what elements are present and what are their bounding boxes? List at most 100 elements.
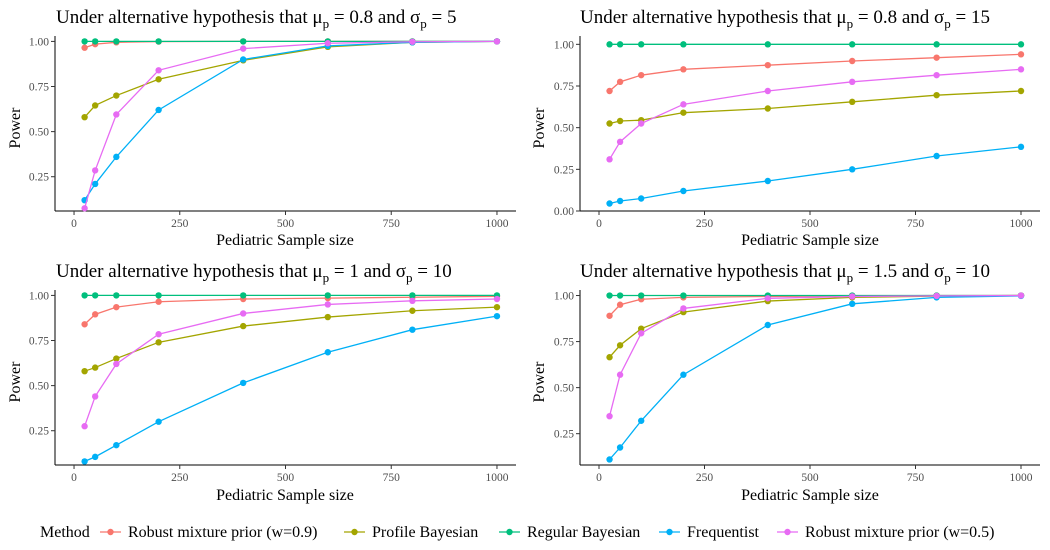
panel-4: Under alternative hypothesis that μp = 1… bbox=[531, 261, 1040, 504]
data-point bbox=[81, 205, 88, 212]
legend-key-point bbox=[351, 528, 358, 536]
y-axis-title: Power bbox=[7, 107, 24, 149]
data-point bbox=[606, 412, 613, 420]
data-point bbox=[155, 67, 162, 74]
x-tick-label: 750 bbox=[383, 472, 401, 484]
data-point bbox=[493, 38, 501, 45]
legend-key-point bbox=[107, 528, 114, 536]
data-point bbox=[240, 45, 247, 52]
data-point bbox=[113, 355, 120, 362]
legend-title: Method bbox=[40, 524, 90, 541]
data-point bbox=[155, 76, 162, 83]
data-point bbox=[849, 166, 856, 173]
legend-key-point bbox=[784, 528, 791, 536]
x-tick-label: 750 bbox=[383, 218, 401, 230]
data-point bbox=[91, 453, 99, 461]
series-line bbox=[84, 295, 497, 325]
y-tick-label: 1.00 bbox=[29, 36, 49, 48]
data-point bbox=[324, 301, 331, 308]
legend-label: Frequentist bbox=[687, 524, 760, 541]
data-point bbox=[680, 187, 687, 195]
legend-label: Robust mixture prior (w=0.5) bbox=[805, 524, 994, 541]
data-point bbox=[616, 371, 624, 378]
legend-key-point bbox=[666, 528, 673, 536]
x-tick-label: 1000 bbox=[1010, 218, 1033, 230]
legend-label: Robust mixture prior (w=0.9) bbox=[128, 524, 317, 541]
plot-area: 0 250 500 750 1000 0.00 0.25 0.50 0.75 1.00 bbox=[554, 36, 1040, 230]
data-point bbox=[155, 292, 162, 299]
data-point bbox=[764, 87, 771, 95]
x-axis-title: Pediatric Sample size bbox=[741, 232, 879, 249]
data-point bbox=[81, 321, 88, 328]
data-point bbox=[606, 312, 613, 319]
x-tick-label: 0 bbox=[596, 472, 602, 484]
data-point bbox=[113, 153, 120, 161]
data-point bbox=[493, 295, 501, 303]
data-point bbox=[324, 313, 331, 321]
data-point bbox=[91, 102, 99, 109]
data-point bbox=[113, 111, 120, 118]
data-point bbox=[81, 367, 88, 375]
data-point bbox=[409, 292, 416, 299]
data-point bbox=[680, 292, 687, 299]
panel-1: Under alternative hypothesis that μp = 0… bbox=[7, 7, 516, 249]
data-point bbox=[616, 292, 624, 299]
legend-label: Profile Bayesian bbox=[372, 524, 478, 541]
data-point bbox=[91, 364, 99, 371]
data-point bbox=[606, 156, 613, 163]
data-point bbox=[113, 441, 120, 449]
y-tick-label: 0.50 bbox=[29, 127, 49, 139]
data-point bbox=[616, 197, 624, 205]
y-tick-label: 0.25 bbox=[29, 426, 49, 438]
data-point bbox=[81, 38, 88, 45]
data-point bbox=[764, 295, 771, 302]
panel-title: Under alternative hypothesis that μp = 0… bbox=[580, 7, 990, 31]
series-line bbox=[609, 53, 1022, 92]
series-line bbox=[84, 40, 497, 201]
data-point bbox=[91, 393, 99, 400]
x-tick-label: 750 bbox=[907, 472, 925, 484]
y-tick-label: 0.75 bbox=[554, 81, 574, 93]
legend-item: Profile Bayesian bbox=[344, 524, 478, 541]
data-point bbox=[680, 371, 687, 378]
data-point bbox=[933, 41, 940, 48]
data-point bbox=[1017, 87, 1025, 95]
legend-key-point bbox=[506, 528, 513, 536]
y-tick-label: 0.50 bbox=[554, 123, 574, 135]
data-point bbox=[1017, 51, 1025, 58]
x-tick-label: 250 bbox=[171, 218, 189, 230]
data-point bbox=[324, 349, 331, 356]
x-tick-label: 750 bbox=[907, 218, 925, 230]
data-point bbox=[409, 326, 416, 333]
y-tick-label: 0.75 bbox=[29, 336, 49, 348]
data-point bbox=[155, 339, 162, 346]
data-point bbox=[1017, 143, 1025, 151]
data-point bbox=[764, 321, 771, 329]
data-point bbox=[606, 456, 613, 463]
x-tick-label: 500 bbox=[801, 472, 819, 484]
data-point bbox=[81, 458, 88, 465]
data-point bbox=[616, 78, 624, 86]
panel-title: Under alternative hypothesis that μp = 1… bbox=[580, 261, 990, 285]
legend-item: Regular Bayesian bbox=[499, 524, 640, 541]
data-point bbox=[764, 177, 771, 185]
data-point bbox=[155, 298, 162, 305]
data-point bbox=[849, 41, 856, 48]
data-point bbox=[933, 54, 940, 61]
data-point bbox=[155, 418, 162, 425]
x-tick-label: 0 bbox=[71, 218, 77, 230]
data-point bbox=[680, 109, 687, 116]
series-line bbox=[84, 315, 498, 462]
data-point bbox=[606, 87, 613, 95]
data-point bbox=[1017, 41, 1025, 48]
x-tick-label: 1000 bbox=[1010, 472, 1033, 484]
data-point bbox=[113, 38, 120, 45]
x-tick-label: 1000 bbox=[485, 218, 508, 230]
legend-item: Frequentist bbox=[659, 524, 760, 541]
legend-item: Robust mixture prior (w=0.5) bbox=[777, 524, 994, 541]
series-line bbox=[609, 146, 1022, 205]
x-tick-label: 500 bbox=[801, 218, 819, 230]
data-point bbox=[616, 444, 624, 451]
data-point bbox=[113, 303, 120, 311]
